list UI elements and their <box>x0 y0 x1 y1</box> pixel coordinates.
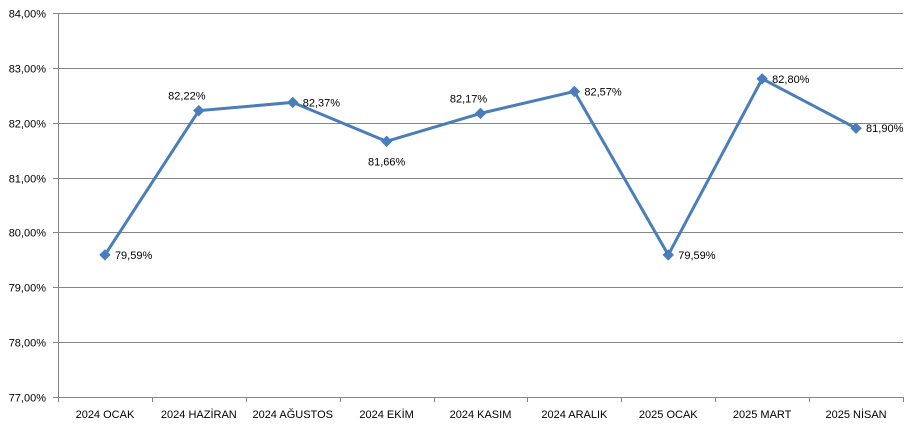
data-labels: 79,59% 82,22% 82,37% 81,66% 82,17% 82,57% 79,5… <box>115 74 904 262</box>
gridlines <box>58 13 903 398</box>
data-point-marker <box>850 122 862 134</box>
y-tick-label: 77,00% <box>9 393 47 405</box>
data-point-marker <box>568 85 581 98</box>
x-tick-label: 2024 EKİM <box>359 408 413 421</box>
axes <box>53 13 904 402</box>
x-tick-label: 2024 KASIM <box>450 409 512 421</box>
data-label: 79,59% <box>678 250 716 262</box>
data-label: 82,17% <box>450 93 488 105</box>
data-label: 81,90% <box>866 123 904 135</box>
data-point-marker <box>756 73 768 85</box>
x-tick-label: 2024 AĞUSTOS <box>252 408 333 421</box>
data-series <box>99 73 862 261</box>
data-label: 79,59% <box>115 250 153 262</box>
x-tick-label: 2025 NİSAN <box>825 408 886 421</box>
data-point-marker <box>287 96 299 109</box>
y-tick-label: 82,00% <box>9 119 47 131</box>
x-tick-label: 2024 ARALIK <box>541 409 608 421</box>
data-label: 81,66% <box>368 156 406 168</box>
x-tick-label: 2024 HAZİRAN <box>161 408 237 421</box>
x-axis-tick-labels: 2024 OCAK 2024 HAZİRAN 2024 AĞUSTOS 2024 EK… <box>76 408 887 421</box>
data-label: 82,37% <box>303 97 341 109</box>
y-tick-label: 78,00% <box>9 338 47 350</box>
y-axis-tick-labels: 77,00% 78,00% 79,00% 80,00% 81,00% 82,00% 83,0… <box>9 9 47 405</box>
y-tick-label: 80,00% <box>9 228 47 240</box>
data-label: 82,57% <box>584 86 622 98</box>
data-point-marker <box>193 104 205 117</box>
x-tick-label: 2024 OCAK <box>76 409 135 421</box>
y-tick-label: 81,00% <box>9 174 47 186</box>
x-tick-label: 2025 OCAK <box>639 409 698 421</box>
data-point-marker <box>474 107 487 120</box>
data-point-marker <box>380 135 393 148</box>
y-tick-label: 79,00% <box>9 283 47 295</box>
data-point-marker <box>99 249 111 261</box>
y-tick-label: 83,00% <box>9 64 47 76</box>
data-point-marker <box>662 249 674 261</box>
y-tick-label: 84,00% <box>9 9 47 21</box>
x-tick-label: 2025 MART <box>733 409 792 421</box>
data-label: 82,22% <box>168 91 206 103</box>
data-label: 82,80% <box>772 74 810 86</box>
